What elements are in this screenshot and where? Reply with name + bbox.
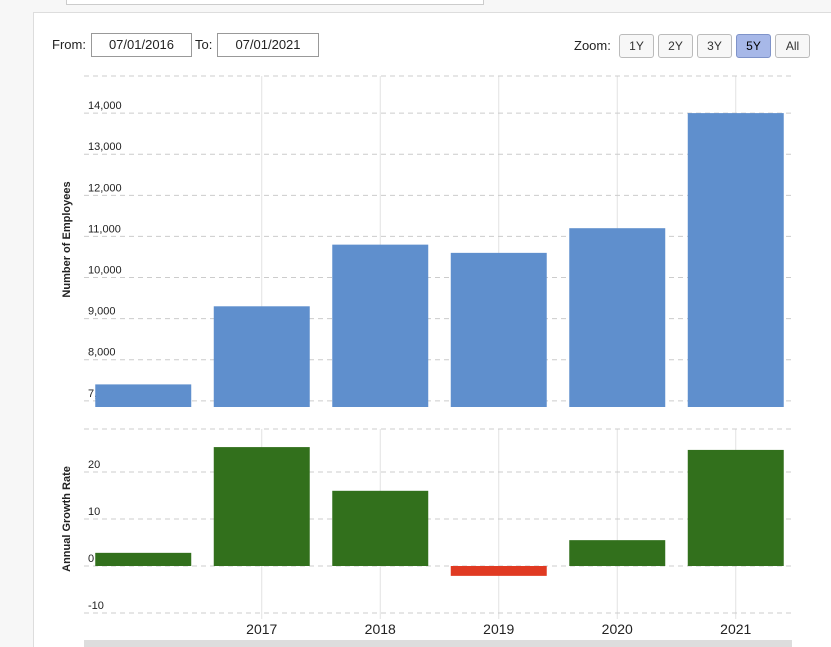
bar [213, 447, 310, 566]
y-tick-label: 9,000 [88, 306, 116, 318]
zoom-button[interactable]: 3Y [697, 34, 732, 58]
bar [450, 566, 547, 576]
zoom-button[interactable]: 5Y [736, 34, 771, 58]
bar [332, 244, 429, 407]
bar [332, 490, 429, 566]
x-tick-label: 2020 [602, 621, 633, 637]
top-input[interactable] [66, 0, 484, 5]
bar [213, 306, 310, 407]
zoom-button[interactable]: 1Y [619, 34, 654, 58]
y-axis-label: Number of Employees [61, 181, 73, 297]
from-label: From: [52, 37, 86, 52]
bar [569, 540, 666, 566]
zoom-button[interactable]: 2Y [658, 34, 693, 58]
to-input[interactable]: 07/01/2021 [217, 33, 319, 57]
x-tick-label: 2017 [246, 621, 277, 637]
y-tick-label: 0 [88, 553, 94, 565]
scrollbar[interactable] [84, 640, 792, 647]
y-tick-label: -10 [88, 600, 104, 612]
y-tick-label: 14,000 [88, 100, 122, 112]
y-axis-label: Annual Growth Rate [61, 466, 73, 572]
y-tick-label: 13,000 [88, 141, 122, 153]
y-tick-label: 8,000 [88, 347, 116, 359]
bar [450, 252, 547, 407]
bar [569, 228, 666, 407]
zoom-button[interactable]: All [775, 34, 810, 58]
to-label: To: [195, 37, 213, 52]
from-input[interactable]: 07/01/2016 [91, 33, 192, 57]
y-tick-label: 10,000 [88, 265, 122, 277]
y-tick-label: 20 [88, 459, 100, 471]
zoom-label: Zoom: [574, 38, 611, 53]
bar [687, 113, 784, 407]
x-tick-label: 2021 [720, 621, 751, 637]
x-tick-label: 2018 [365, 621, 396, 637]
bar [687, 449, 784, 566]
bar [95, 384, 192, 407]
y-tick-label: 11,000 [88, 223, 121, 235]
bar [95, 552, 192, 566]
y-tick-label: 12,000 [88, 182, 122, 194]
y-tick-label: 10 [88, 506, 100, 518]
x-tick-label: 2019 [483, 621, 514, 637]
